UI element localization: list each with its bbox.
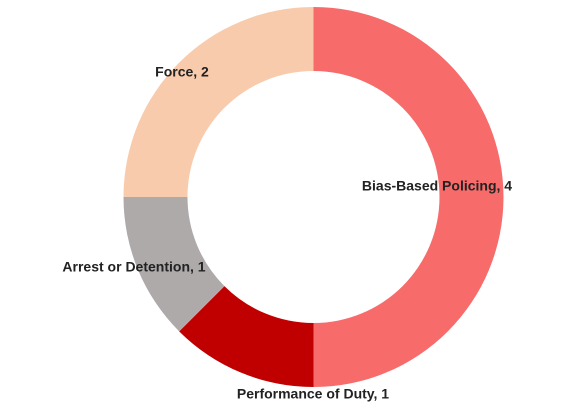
data-label: Arrest or Detention, 1 [62,259,205,275]
donut-slice: Bias-Based Policing [313,7,504,387]
donut-slice: Performance of Duty [179,286,314,387]
data-label: Force, 2 [155,64,209,80]
donut-slice: Arrest or Detention [123,197,225,332]
donut-slice: Force [123,7,314,197]
data-label: Bias-Based Policing, 4 [362,178,512,194]
data-label: Performance of Duty, 1 [237,386,389,402]
